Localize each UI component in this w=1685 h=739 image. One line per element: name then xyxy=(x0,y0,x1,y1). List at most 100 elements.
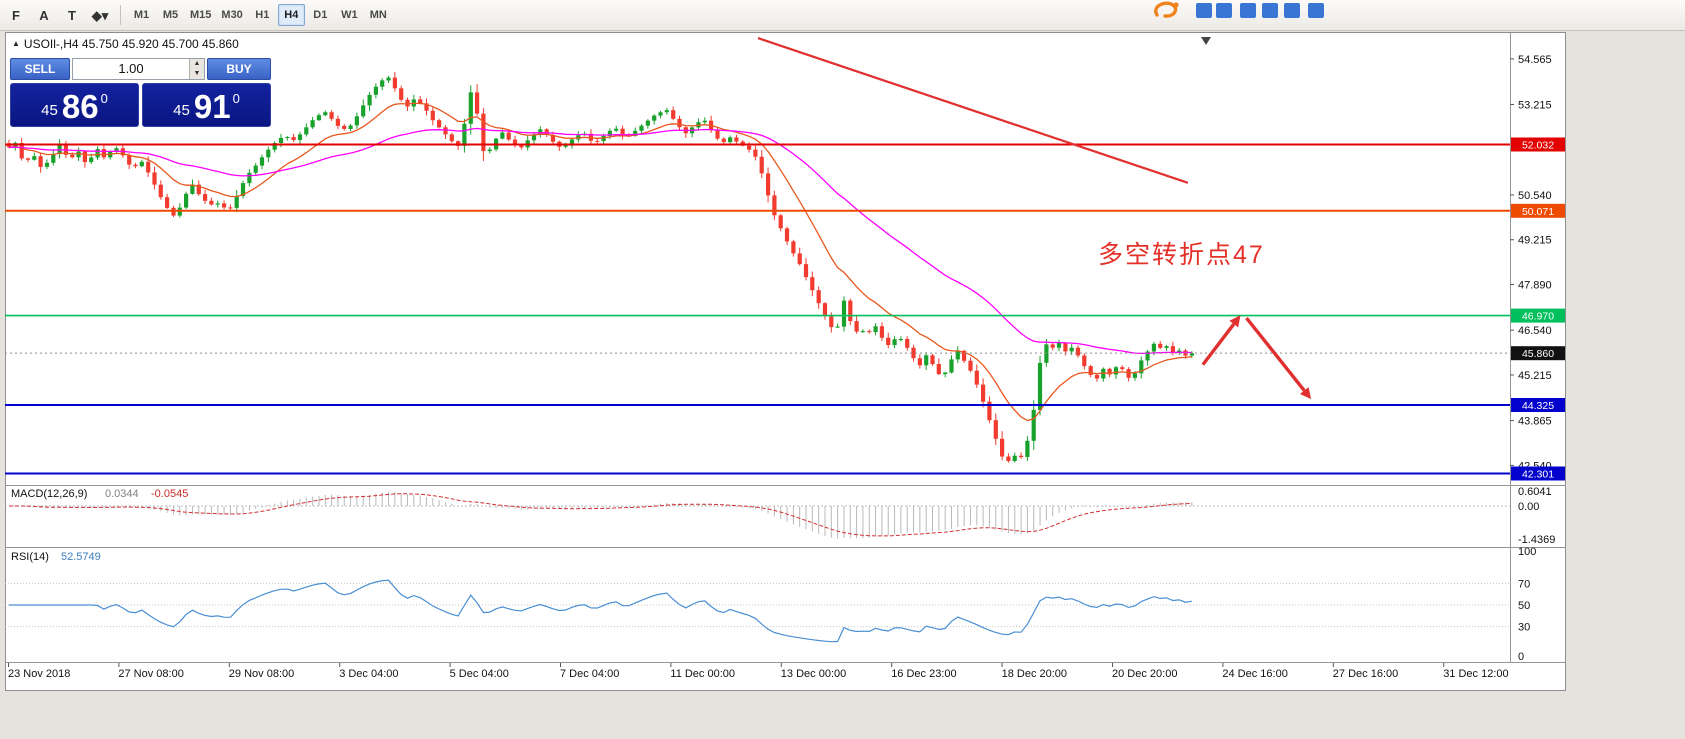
buy-price-sup: 0 xyxy=(232,91,240,106)
macd-label: MACD(12,26,9) xyxy=(11,488,87,500)
volume-decrease-icon[interactable]: ▼ xyxy=(193,70,201,77)
price-tick-label: 49.215 xyxy=(1518,235,1552,247)
arrowhead-icon-2 xyxy=(1299,387,1312,400)
price-level-chip-label: 46.970 xyxy=(1522,311,1554,323)
time-axis-label: 16 Dec 23:00 xyxy=(891,668,956,680)
price-level-chip-label: 45.860 xyxy=(1522,348,1554,360)
buy-price-big: 91 xyxy=(193,87,231,125)
trendline-object[interactable] xyxy=(757,37,1189,184)
cursor-tool-icon[interactable]: A xyxy=(39,8,49,23)
buy-price-prefix: 45 xyxy=(173,102,190,119)
time-axis-label: 27 Dec 16:00 xyxy=(1333,668,1398,680)
volume-value[interactable]: 1.00 xyxy=(118,61,144,76)
price-level-chip xyxy=(1511,346,1565,361)
price-tick-label: 54.565 xyxy=(1518,54,1552,66)
sell-button[interactable]: SELL xyxy=(10,58,70,80)
ma-line-slow xyxy=(8,127,1192,355)
ma-line-fast xyxy=(8,102,1192,422)
time-axis-label: 27 Nov 08:00 xyxy=(118,668,183,680)
timeframe-h4[interactable]: H4 xyxy=(277,4,305,26)
price-level-chip xyxy=(1511,203,1565,218)
sell-price-tile[interactable]: 45 86 0 xyxy=(10,83,139,127)
volume-increase-icon[interactable]: ▲ xyxy=(193,60,201,67)
rsi-scale-label: 50 xyxy=(1518,600,1530,612)
chart-title-text: USOIl-,H4 45.750 45.920 45.700 45.860 xyxy=(23,37,239,51)
time-axis-label: 7 Dec 04:00 xyxy=(560,668,619,680)
arrowhead-icon-1 xyxy=(1229,315,1241,328)
time-axis-label: 20 Dec 20:00 xyxy=(1112,668,1177,680)
rsi-label: RSI(14) xyxy=(11,551,49,563)
chart-window: 54.565 53.215 50.540 49.215 47.890 46.540 45.2… xyxy=(5,32,1566,691)
time-axis-label: 24 Dec 16:00 xyxy=(1222,668,1287,680)
macd-scale-zero: 0.00 xyxy=(1518,501,1539,513)
tool-icon-group: F A T ◆▾ xyxy=(2,3,114,27)
price-tick-label: 43.865 xyxy=(1518,416,1552,428)
timeframe-d1[interactable]: D1 xyxy=(313,9,328,21)
text-annotation-object[interactable]: 多空转折点47 xyxy=(1098,241,1265,269)
macd-value-main: 0.0344 xyxy=(105,488,139,500)
price-tick-label: 45.215 xyxy=(1518,370,1552,382)
timeframe-mn[interactable]: MN xyxy=(369,9,387,21)
last-bar-marker-icon xyxy=(1201,37,1211,45)
arrow-object-2[interactable] xyxy=(1245,316,1306,392)
price-tick-label: 47.890 xyxy=(1518,280,1552,292)
top-toolbar: F A T ◆▾ M1 M5 M15 M30 H1 H4 D1 W1 MN xyxy=(0,0,1685,31)
time-axis-label: 23 Nov 2018 xyxy=(8,668,70,680)
chart-title: ▲ USOIl-,H4 45.750 45.920 45.700 45.860 xyxy=(12,37,239,51)
timeframe-m15[interactable]: M15 xyxy=(190,9,212,21)
rsi-scale-label: 100 xyxy=(1518,546,1536,558)
rsi-scale-label: 70 xyxy=(1518,578,1530,590)
price-tick-label: 53.215 xyxy=(1518,100,1552,112)
volume-spinner[interactable]: ▲ ▼ xyxy=(189,59,204,79)
one-click-trading-panel: SELL 1.00 ▲ ▼ BUY 45 86 0 45 91 0 xyxy=(10,58,271,127)
timeframe-m5[interactable]: M5 xyxy=(162,9,179,21)
price-level-chip xyxy=(1511,137,1565,152)
time-axis-label: 31 Dec 12:00 xyxy=(1443,668,1508,680)
timeframe-group: M1 M5 M15 M30 H1 H4 D1 W1 MN xyxy=(127,4,393,26)
arrow-object-1[interactable] xyxy=(1201,323,1236,366)
sell-price-prefix: 45 xyxy=(41,102,58,119)
objects-tool-icon[interactable]: ◆▾ xyxy=(91,8,109,23)
macd-value-signal: -0.0545 xyxy=(151,488,188,500)
time-axis-label: 29 Nov 08:00 xyxy=(229,668,294,680)
timeframe-w1[interactable]: W1 xyxy=(341,9,358,21)
price-tick-label: 46.540 xyxy=(1518,325,1552,337)
toolbar-separator xyxy=(120,5,121,25)
timeframe-h1[interactable]: H1 xyxy=(255,9,270,21)
chart-profile-icon[interactable]: F xyxy=(12,8,20,23)
rsi-scale-label: 0 xyxy=(1518,651,1524,663)
price-level-chip xyxy=(1511,398,1565,412)
candles-layer xyxy=(6,72,1194,463)
brand-watermark xyxy=(1154,1,1324,18)
text-label-tool-icon[interactable]: T xyxy=(68,8,76,23)
volume-field[interactable]: 1.00 ▲ ▼ xyxy=(72,58,205,80)
sell-price-big: 86 xyxy=(61,87,99,125)
rsi-scale-label: 30 xyxy=(1518,622,1530,634)
rsi-value: 52.5749 xyxy=(61,551,101,563)
buy-button[interactable]: BUY xyxy=(207,58,271,80)
buy-price-tile[interactable]: 45 91 0 xyxy=(142,83,271,127)
time-axis-label: 13 Dec 00:00 xyxy=(781,668,846,680)
price-level-chip-label: 42.301 xyxy=(1522,468,1554,480)
brand-dot-icon xyxy=(1173,2,1179,8)
timeframe-m1[interactable]: M1 xyxy=(133,9,150,21)
time-axis-label: 18 Dec 20:00 xyxy=(1002,668,1067,680)
macd-scale-min: -1.4369 xyxy=(1518,534,1555,546)
brand-text-glyphs xyxy=(1196,3,1324,18)
price-level-chip-label: 50.071 xyxy=(1522,206,1554,218)
price-level-chip xyxy=(1511,308,1565,323)
price-tick-label: 50.540 xyxy=(1518,190,1552,202)
time-axis-label: 3 Dec 04:00 xyxy=(339,668,398,680)
price-level-chip-label: 52.032 xyxy=(1522,140,1554,152)
chart-collapse-icon[interactable]: ▲ xyxy=(12,39,20,48)
sell-price-sup: 0 xyxy=(100,91,108,106)
time-axis-label: 5 Dec 04:00 xyxy=(450,668,509,680)
rsi-line xyxy=(9,579,1192,643)
macd-scale-max: 0.6041 xyxy=(1518,486,1552,498)
price-level-chip-label: 44.325 xyxy=(1522,400,1554,412)
timeframe-m30[interactable]: M30 xyxy=(221,9,243,21)
brand-swoosh-icon xyxy=(1154,1,1178,18)
chart-canvas: 54.565 53.215 50.540 49.215 47.890 46.540 45.2… xyxy=(5,32,1566,691)
price-level-chip xyxy=(1511,466,1565,481)
macd-signal-line xyxy=(9,493,1192,537)
